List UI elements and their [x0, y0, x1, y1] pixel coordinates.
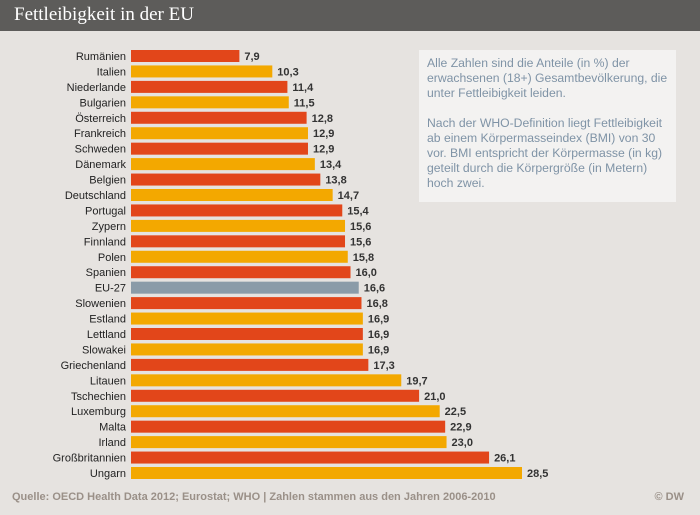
bar	[131, 158, 315, 171]
bar	[131, 297, 362, 310]
category-label: Litauen	[90, 375, 126, 387]
bar	[131, 451, 490, 464]
bar	[131, 328, 363, 340]
value-label: 11,4	[292, 82, 314, 94]
value-label: 26,1	[494, 453, 515, 465]
value-label: 16,9	[368, 344, 389, 356]
category-label: Italien	[97, 66, 126, 78]
bar	[131, 374, 402, 387]
value-label: 21,0	[424, 391, 445, 403]
value-label: 23,0	[452, 437, 473, 449]
source-text: Quelle: OECD Health Data 2012; Eurostat;…	[12, 491, 496, 503]
value-label: 14,7	[338, 190, 359, 202]
header-bar: Fettleibigkeit in der EU	[0, 0, 700, 31]
category-label: Luxemburg	[71, 406, 126, 418]
category-label: Österreich	[75, 113, 126, 125]
note-paragraph-1: Alle Zahlen sind die Anteile (in %) der …	[427, 56, 668, 100]
value-label: 16,6	[364, 283, 385, 295]
bar	[131, 405, 440, 418]
category-label: Slowenien	[75, 298, 126, 310]
bar	[131, 142, 308, 155]
value-label: 10,3	[277, 66, 298, 78]
value-label: 12,9	[313, 128, 334, 140]
category-label: Spanien	[86, 267, 126, 279]
bar	[131, 111, 307, 124]
category-label: Irland	[98, 437, 126, 449]
bar	[131, 96, 289, 109]
category-label: Finnland	[84, 236, 126, 248]
category-label: Slowakei	[82, 344, 126, 356]
category-label: Tschechien	[71, 391, 126, 403]
value-label: 15,4	[347, 205, 369, 217]
bar	[131, 358, 369, 371]
category-label: Estland	[89, 314, 126, 326]
bar	[131, 80, 288, 93]
category-label: Polen	[98, 252, 126, 264]
bar	[131, 65, 273, 78]
value-label: 16,0	[356, 267, 377, 279]
bar	[131, 281, 359, 294]
category-label: Bulgarien	[80, 97, 126, 109]
bar	[131, 420, 446, 433]
bar	[131, 343, 363, 356]
category-label: Schweden	[75, 144, 126, 156]
category-label: Griechenland	[61, 360, 126, 372]
bar	[131, 127, 308, 140]
category-label: Dänemark	[75, 159, 126, 171]
value-label: 15,8	[353, 252, 374, 264]
value-label: 16,9	[368, 329, 389, 341]
category-label: Portugal	[85, 205, 126, 217]
bar	[131, 312, 363, 325]
value-label: 15,6	[350, 221, 371, 233]
value-label: 13,8	[325, 175, 346, 187]
category-label: Lettland	[87, 329, 126, 341]
category-label: Belgien	[89, 175, 126, 187]
value-label: 11,5	[294, 97, 315, 109]
value-label: 15,6	[350, 236, 371, 248]
value-label: 17,3	[373, 360, 394, 372]
value-label: 16,9	[368, 314, 389, 326]
value-label: 22,9	[450, 422, 471, 434]
value-label: 12,8	[312, 113, 333, 125]
category-label: Rumänien	[76, 51, 126, 63]
bar	[131, 436, 447, 449]
bar	[131, 173, 321, 186]
category-label: EU-27	[95, 283, 126, 295]
chart-title: Fettleibigkeit in der EU	[14, 4, 194, 25]
bar	[131, 235, 346, 248]
bar	[131, 266, 351, 279]
copyright-text: © DW	[654, 491, 685, 503]
category-label: Ungarn	[90, 468, 126, 480]
value-label: 7,9	[244, 51, 259, 63]
bar	[131, 189, 333, 201]
category-label: Niederlande	[67, 82, 126, 94]
category-label: Deutschland	[65, 190, 126, 202]
info-note: Alle Zahlen sind die Anteile (in %) der …	[419, 50, 676, 202]
note-paragraph-2: Nach der WHO-Definition liegt Fettleibig…	[427, 116, 663, 190]
value-label: 22,5	[445, 406, 466, 418]
bar	[131, 50, 240, 62]
category-label: Zypern	[92, 221, 126, 233]
value-label: 12,9	[313, 144, 334, 156]
bar	[131, 204, 343, 217]
value-label: 28,5	[527, 468, 548, 480]
value-label: 19,7	[406, 375, 427, 387]
category-label: Malta	[99, 422, 127, 434]
bar	[131, 250, 348, 263]
value-label: 16,8	[366, 298, 387, 310]
value-label: 13,4	[320, 159, 342, 171]
bar	[131, 389, 420, 402]
bar	[131, 219, 346, 232]
category-label: Frankreich	[74, 128, 126, 140]
bar	[131, 467, 522, 479]
category-label: Großbritannien	[53, 453, 126, 465]
